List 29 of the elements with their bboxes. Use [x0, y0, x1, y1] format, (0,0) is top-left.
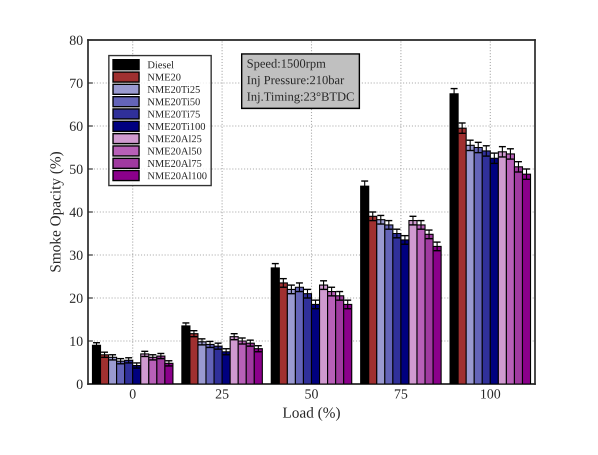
y-tick-label: 0	[76, 380, 83, 389]
y-tick-label: 70	[70, 78, 83, 88]
y-axis-title: Smoke Opacity (%)	[50, 152, 64, 272]
legend-label: NME20Al100	[148, 172, 207, 180]
annotation: Inj Pressure:210bar	[247, 75, 344, 87]
annotation: Speed:1500rpm	[248, 58, 326, 70]
legend-label: NME20Ti25	[148, 86, 200, 93]
x-axis-title: Load (%)	[282, 407, 340, 421]
y-tick-label: 80	[70, 36, 83, 45]
legend-label: NME20Al25	[148, 134, 202, 142]
y-tick-label: 20	[70, 294, 83, 303]
legend-label: NME20	[148, 74, 181, 81]
legend-label: Diesel	[148, 61, 174, 68]
annotation: Inj.Timing:23°BTDC	[247, 92, 354, 104]
y-tick-label: 30	[70, 250, 83, 260]
y-tick-label: 40	[70, 208, 83, 217]
x-tick-label: 25	[216, 389, 228, 399]
y-tick-label: 50	[70, 164, 83, 174]
legend-label: NME20Al75	[148, 160, 202, 167]
legend-label: NME20Ti50	[148, 98, 200, 106]
legend-label: NME20Ti75	[148, 110, 200, 118]
legend-label: NME20Ti100	[148, 122, 206, 130]
x-tick-label: 0	[130, 389, 136, 399]
y-tick-label: 60	[70, 122, 83, 131]
x-tick-label: 100	[481, 389, 500, 399]
x-tick-label: 75	[394, 389, 408, 399]
x-tick-label: 50	[305, 389, 318, 399]
legend-label: NME20Al50	[148, 147, 202, 155]
y-tick-label: 10	[70, 336, 83, 346]
